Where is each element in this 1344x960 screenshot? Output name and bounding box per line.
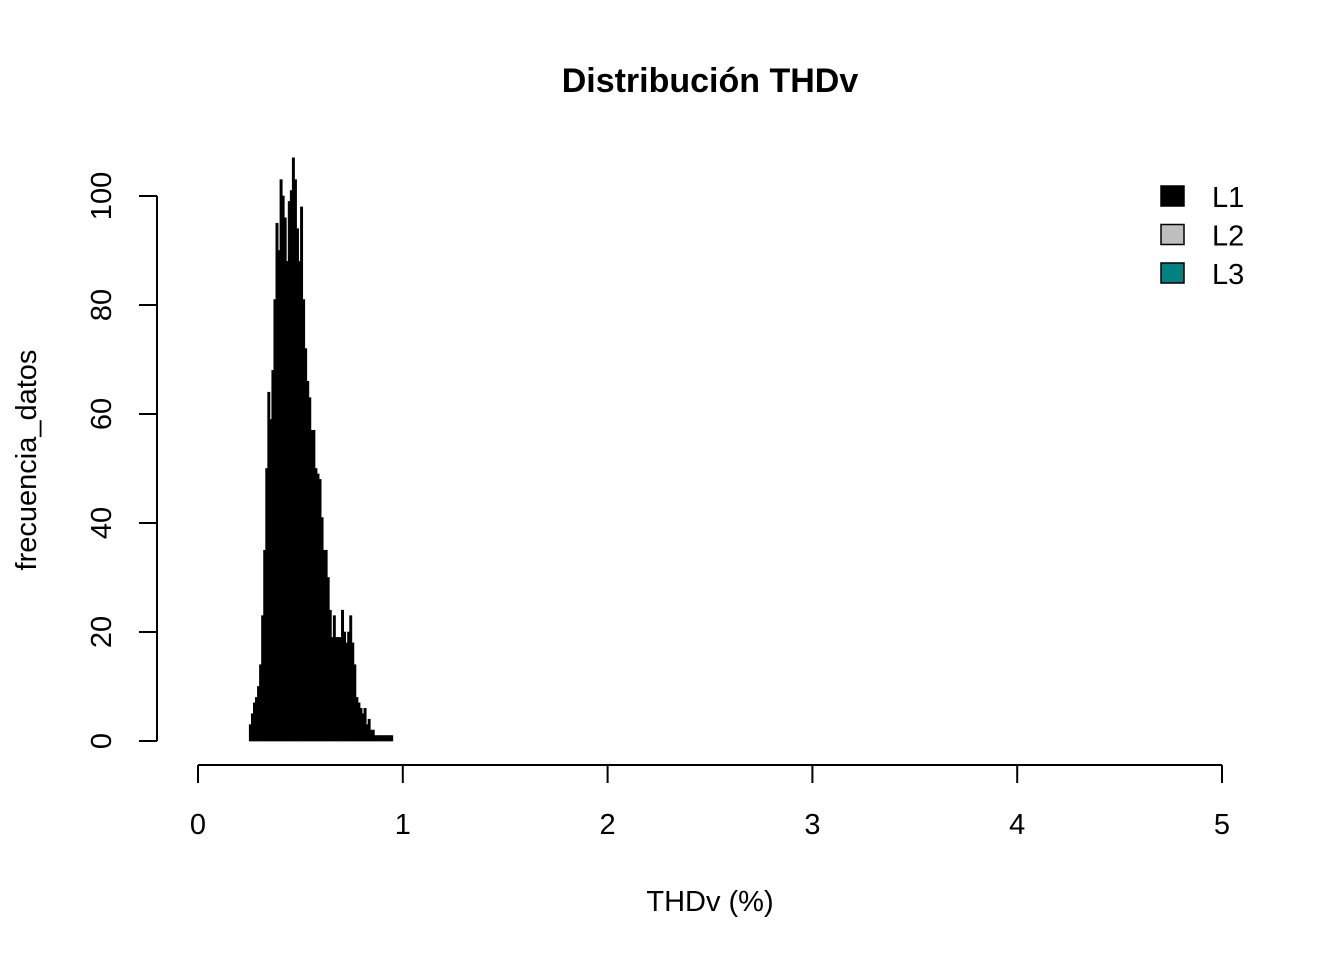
legend-swatch — [1160, 262, 1185, 284]
x-axis: 0 1 2 3 4 5 — [190, 764, 1230, 841]
y-tick-label: 0 — [86, 733, 118, 749]
x-tick-label: 1 — [395, 809, 411, 841]
x-tick-label: 0 — [190, 809, 206, 841]
x-tick-label: 4 — [1009, 809, 1025, 841]
x-tick-label: 3 — [804, 809, 820, 841]
y-tick-label: 80 — [86, 289, 118, 321]
y-tick-label: 20 — [86, 616, 118, 648]
legend-label: L2 — [1212, 221, 1244, 253]
y-tick-label: 40 — [86, 507, 118, 539]
legend-label: L3 — [1212, 259, 1244, 291]
y-tick-label: 60 — [86, 398, 118, 430]
bars-group — [248, 157, 394, 742]
y-tick-label: 100 — [86, 172, 118, 220]
legend-swatch — [1160, 223, 1185, 246]
legend-label: L1 — [1212, 182, 1244, 214]
x-tick-label: 5 — [1214, 809, 1230, 841]
legend: L1 L2 L3 — [1160, 182, 1244, 291]
legend-swatch — [1160, 185, 1185, 207]
y-axis: 0 20 40 60 80 100 — [86, 172, 158, 749]
x-tick-label: 2 — [600, 809, 616, 841]
chart-title: Distribución THDv — [562, 62, 859, 100]
histogram-bar — [390, 735, 394, 742]
x-axis-label: THDv (%) — [646, 886, 773, 918]
y-axis-label: frecuencia_datos — [11, 350, 43, 571]
